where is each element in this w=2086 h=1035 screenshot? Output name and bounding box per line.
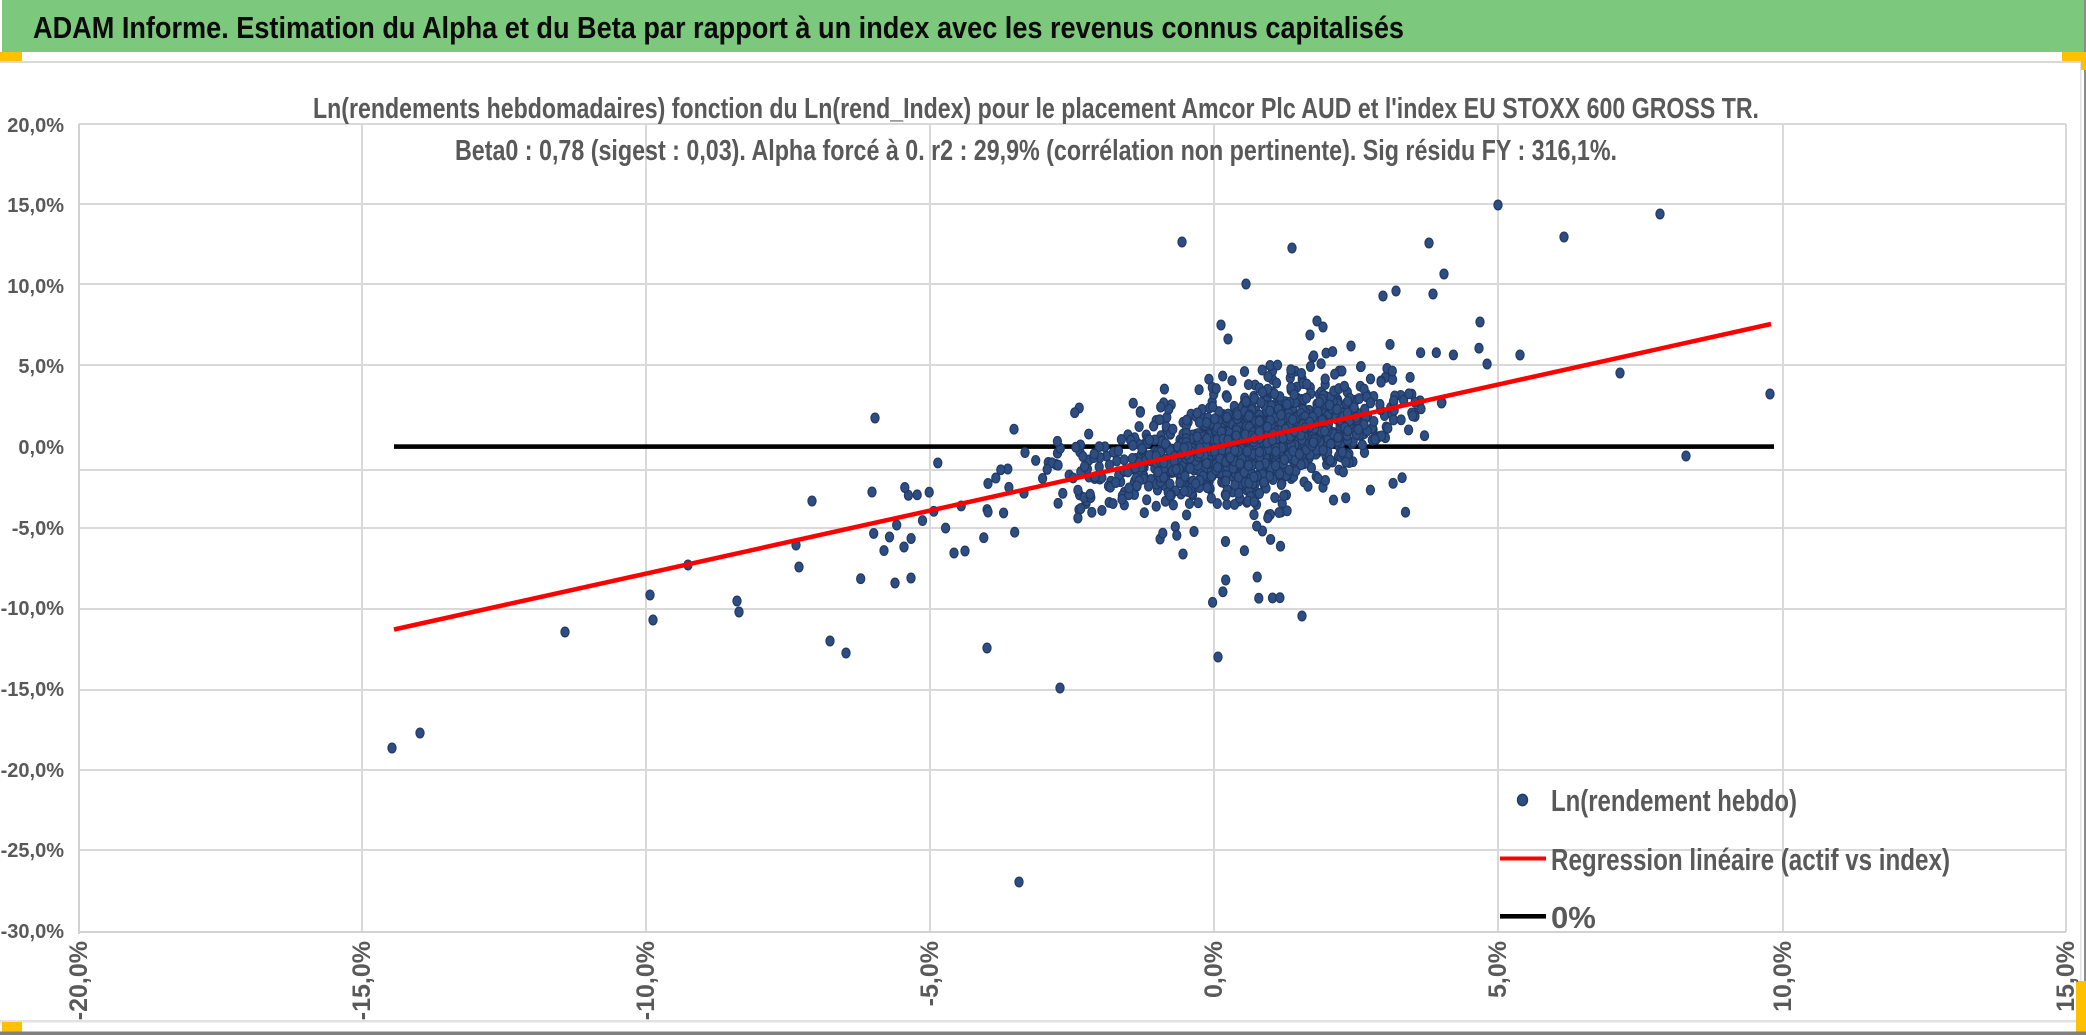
svg-text:10,0%: 10,0% [1769, 941, 1797, 1012]
svg-text:15,0%: 15,0% [2052, 941, 2080, 1012]
svg-text:Beta0 : 0,78 (sigest : 0,03).: Beta0 : 0,78 (sigest : 0,03). Alpha forc… [455, 135, 1617, 167]
svg-text:-20,0%: -20,0% [65, 941, 93, 1020]
svg-text:-15,0%: -15,0% [1, 679, 65, 701]
svg-text:Regression linéaire (actif vs: Regression linéaire (actif vs index) [1551, 842, 1950, 877]
svg-text:-25,0%: -25,0% [1, 840, 65, 862]
svg-text:-10,0%: -10,0% [1, 598, 65, 620]
svg-text:0,0%: 0,0% [18, 437, 64, 459]
svg-text:-20,0%: -20,0% [1, 760, 65, 782]
svg-text:0%: 0% [1551, 900, 1596, 935]
svg-text:-5,0%: -5,0% [12, 518, 64, 540]
svg-text:ADAM Informe. Estimation du Al: ADAM Informe. Estimation du Alpha et du … [33, 10, 1404, 45]
svg-text:-10,0%: -10,0% [632, 941, 660, 1020]
svg-text:-30,0%: -30,0% [1, 921, 65, 943]
svg-text:-15,0%: -15,0% [348, 941, 376, 1020]
svg-text:5,0%: 5,0% [18, 356, 64, 378]
svg-text:0,0%: 0,0% [1200, 941, 1228, 998]
svg-text:Ln(rendement hebdo): Ln(rendement hebdo) [1551, 783, 1797, 818]
svg-text:-5,0%: -5,0% [916, 941, 944, 1006]
svg-text:Ln(rendements hebdomadaires) f: Ln(rendements hebdomadaires) fonction du… [313, 93, 1759, 125]
svg-text:10,0%: 10,0% [7, 276, 64, 298]
svg-text:20,0%: 20,0% [7, 115, 64, 137]
svg-text:15,0%: 15,0% [7, 195, 64, 217]
svg-text:5,0%: 5,0% [1484, 941, 1512, 998]
